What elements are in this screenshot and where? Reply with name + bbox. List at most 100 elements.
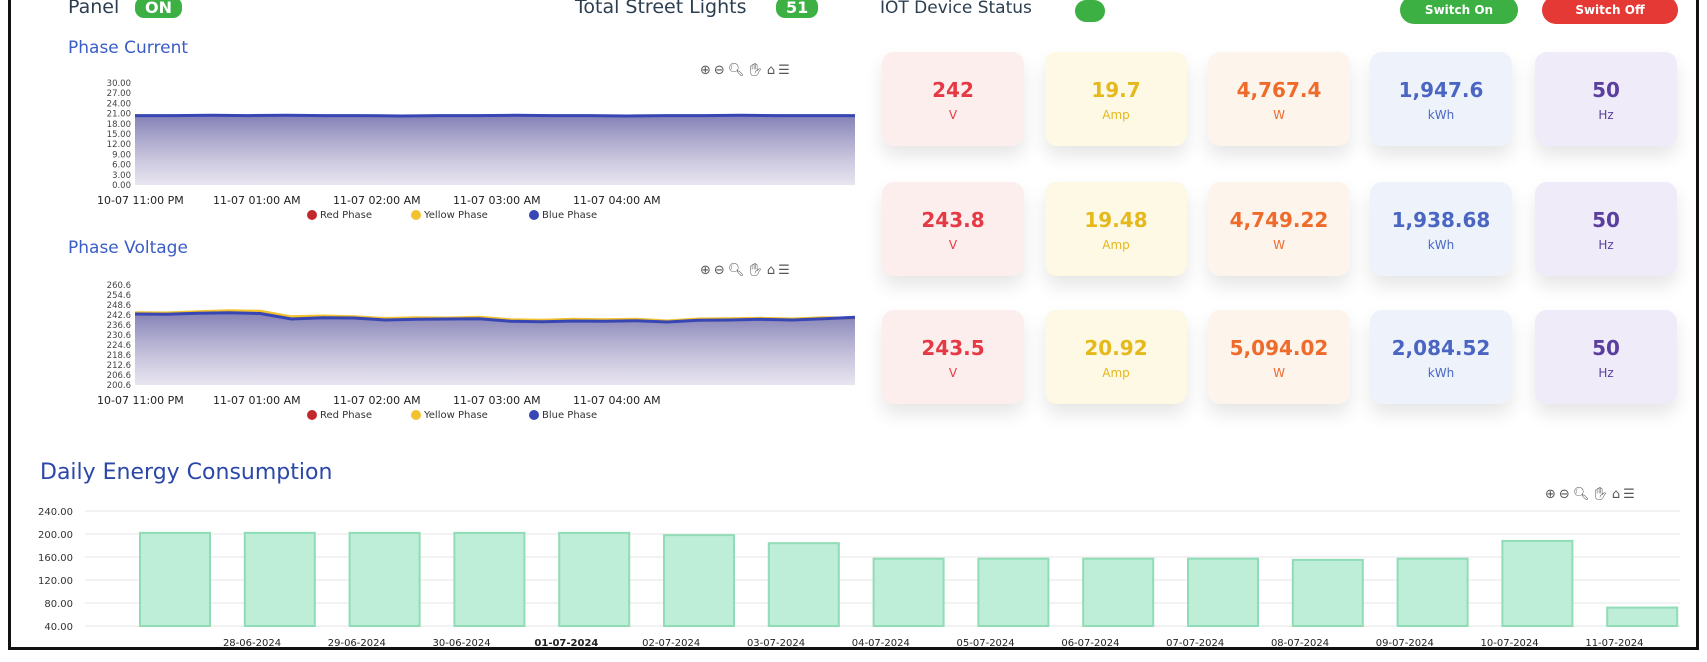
- bar: [663, 534, 735, 628]
- y-tick-label: 18.00: [107, 120, 131, 130]
- y-tick-label: 248.6: [107, 301, 131, 311]
- x-tick-label: 11-07 04:00 AM: [573, 194, 661, 207]
- energy-card: 2,084.52 kWh: [1370, 310, 1512, 404]
- menu-icon[interactable]: ☰: [778, 263, 793, 278]
- energy-unit: kWh: [1427, 238, 1455, 252]
- legend-label: Blue Phase: [542, 210, 597, 221]
- voltage-card: 243.5 V: [882, 310, 1024, 404]
- zoom-out-icon[interactable]: ⊖: [713, 263, 728, 278]
- bar: [1291, 558, 1364, 627]
- magnify-icon[interactable]: 🔍︎: [1572, 487, 1593, 502]
- x-tick-label: 03-07-2024: [747, 638, 805, 649]
- x-tick-label: 11-07 03:00 AM: [453, 394, 541, 407]
- legend-marker: [529, 410, 539, 420]
- y-tick-label: 24.00: [107, 99, 131, 109]
- daily-energy-toolbar: ⊕⊖🔍︎✋︎⌂☰: [1545, 487, 1638, 502]
- y-tick-label: 218.6: [107, 351, 131, 361]
- frequency-card: 50 Hz: [1535, 310, 1677, 404]
- x-tick-label: 09-07-2024: [1376, 638, 1434, 649]
- series-line: [135, 113, 855, 118]
- y-tick-label: 236.6: [107, 321, 131, 331]
- iot-status-label: IOT Device Status: [880, 0, 1032, 18]
- zoom-in-icon[interactable]: ⊕: [700, 63, 714, 78]
- bar: [1396, 557, 1469, 627]
- x-tick-label: 04-07-2024: [852, 638, 910, 649]
- power-value: 5,094.02: [1229, 336, 1329, 360]
- y-tick-label: 3.00: [112, 171, 131, 181]
- x-tick-label: 10-07-2024: [1481, 638, 1539, 649]
- bar: [348, 531, 421, 627]
- voltage-unit: V: [948, 238, 958, 252]
- frequency-value: 50: [1592, 336, 1620, 360]
- x-tick-label: 11-07 01:00 AM: [213, 194, 301, 207]
- pan-icon[interactable]: ✋︎: [1592, 487, 1612, 502]
- current-card: 20.92 Amp: [1045, 310, 1187, 404]
- y-tick-label: 224.6: [107, 341, 131, 351]
- bar: [1501, 539, 1574, 628]
- menu-icon[interactable]: ☰: [1623, 487, 1638, 502]
- y-tick-label: 0.00: [112, 181, 131, 191]
- x-tick-label: 11-07 02:00 AM: [333, 394, 421, 407]
- power-unit: W: [1273, 108, 1285, 122]
- voltage-card: 243.8 V: [882, 182, 1024, 276]
- voltage-unit: V: [948, 366, 958, 380]
- daily-energy-title: Daily Energy Consumption: [40, 460, 333, 485]
- x-tick-label: 11-07 02:00 AM: [333, 194, 421, 207]
- home-icon[interactable]: ⌂: [1611, 487, 1624, 502]
- current-unit: Amp: [1102, 108, 1130, 122]
- y-tick-label: 230.6: [107, 331, 131, 341]
- bar: [1606, 606, 1679, 627]
- switch-off-button[interactable]: Switch Off: [1542, 0, 1678, 24]
- street-lights-label: Total Street Lights: [575, 0, 747, 18]
- voltage-card: 242 V: [882, 52, 1024, 146]
- y-tick-label: 120.00: [38, 576, 73, 587]
- y-tick-label: 212.6: [107, 361, 131, 371]
- menu-icon[interactable]: ☰: [778, 63, 793, 78]
- power-unit: W: [1273, 366, 1285, 380]
- switch-on-button[interactable]: Switch On: [1400, 0, 1518, 24]
- x-tick-label: 11-07 04:00 AM: [573, 394, 661, 407]
- magnify-icon[interactable]: 🔍︎: [727, 263, 748, 278]
- y-tick-label: 6.00: [112, 161, 131, 171]
- home-icon[interactable]: ⌂: [766, 263, 779, 278]
- zoom-out-icon[interactable]: ⊖: [1558, 487, 1573, 502]
- x-tick-label: 29-06-2024: [328, 638, 386, 649]
- energy-unit: kWh: [1427, 108, 1455, 122]
- magnify-icon[interactable]: 🔍︎: [727, 63, 748, 78]
- y-tick-label: 240.00: [38, 507, 73, 518]
- zoom-out-icon[interactable]: ⊖: [713, 63, 728, 78]
- bar: [872, 557, 945, 627]
- zoom-in-icon[interactable]: ⊕: [1545, 487, 1559, 502]
- legend-marker: [411, 410, 421, 420]
- voltage-value: 242: [932, 78, 974, 102]
- x-tick-label: 30-06-2024: [433, 638, 491, 649]
- bar: [453, 531, 526, 627]
- dashboard-frame: [8, 0, 1699, 650]
- y-tick-label: 27.00: [107, 89, 131, 99]
- y-tick-label: 260.6: [107, 281, 131, 291]
- bar: [1187, 557, 1259, 627]
- pan-icon[interactable]: ✋︎: [747, 263, 767, 278]
- area-fill: [135, 115, 855, 185]
- street-lights-count-badge: 51: [776, 0, 819, 18]
- legend-marker: [307, 210, 317, 220]
- home-icon[interactable]: ⌂: [766, 63, 779, 78]
- x-tick-label: 10-07 11:00 PM: [97, 194, 184, 207]
- y-tick-label: 200.6: [107, 381, 131, 391]
- panel-label: Panel: [68, 0, 120, 18]
- x-tick-label: 28-06-2024: [223, 638, 281, 649]
- bar: [558, 531, 631, 627]
- energy-card: 1,947.6 kWh: [1370, 52, 1512, 146]
- bar: [139, 531, 211, 627]
- frequency-value: 50: [1592, 208, 1620, 232]
- x-tick-label: 11-07 03:00 AM: [453, 194, 541, 207]
- pan-icon[interactable]: ✋︎: [747, 63, 767, 78]
- energy-value: 2,084.52: [1391, 336, 1491, 360]
- frequency-card: 50 Hz: [1535, 182, 1677, 276]
- frequency-unit: Hz: [1598, 366, 1614, 380]
- frequency-value: 50: [1592, 78, 1620, 102]
- x-tick-label: 10-07 11:00 PM: [97, 394, 184, 407]
- zoom-in-icon[interactable]: ⊕: [700, 263, 714, 278]
- iot-status-indicator: [1075, 0, 1105, 22]
